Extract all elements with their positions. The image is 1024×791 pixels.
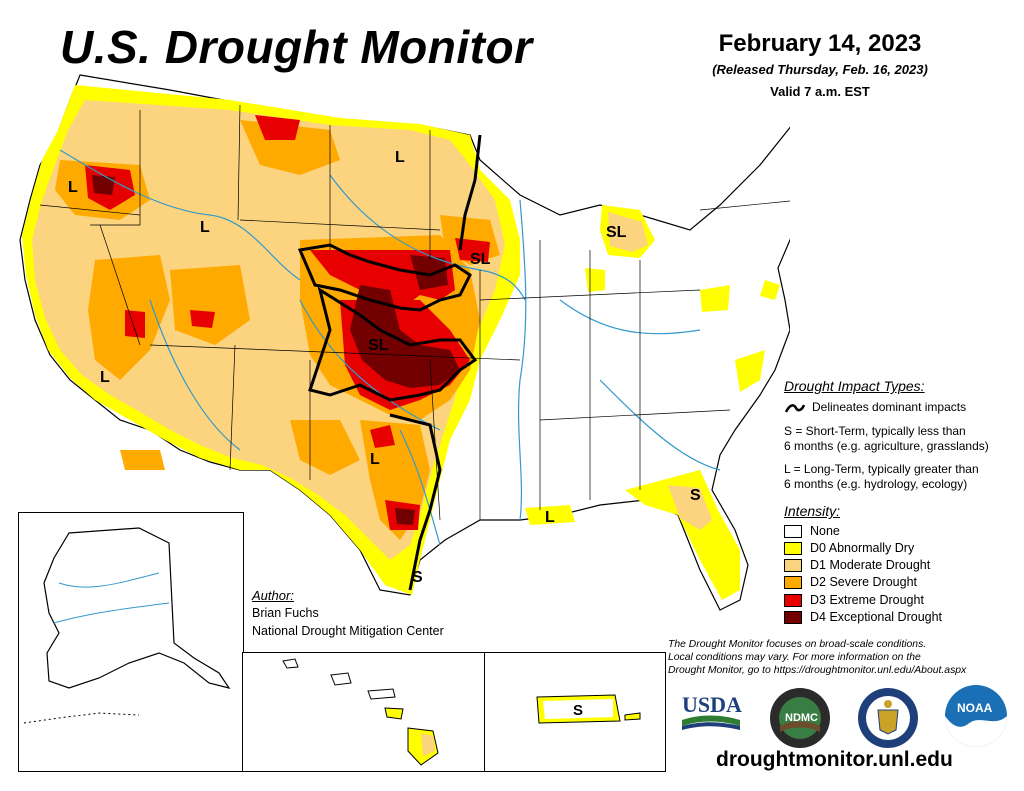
impact-line-legend: Delineates dominant impacts (784, 400, 966, 414)
author-label: Author: (252, 588, 294, 603)
legend-d1: D1 Moderate Drought (784, 558, 930, 574)
d4-areas (92, 175, 460, 525)
usda-logo-text: USDA (682, 692, 742, 717)
alaska-map (23, 527, 231, 724)
legend-swatch (784, 525, 802, 539)
impact-label-puerto-rico: S (573, 702, 583, 719)
impact-label: L (68, 179, 78, 196)
release-date: (Released Thursday, Feb. 16, 2023) (712, 62, 928, 77)
legend-d0: D0 Abnormally Dry (784, 541, 914, 557)
intensity-title: Intensity: (784, 503, 841, 519)
alaska-inset (18, 512, 244, 772)
map-title: U.S. Drought Monitor (60, 21, 533, 73)
state-boundaries (39, 104, 790, 521)
disclaimer-line2: Local conditions may vary. For more info… (668, 652, 921, 663)
legend-label: None (810, 524, 840, 538)
impact-label: L (395, 149, 405, 166)
impact-line-icon (784, 403, 806, 413)
legend-swatch (784, 559, 802, 573)
ndmc-logo: NDMC (768, 686, 832, 750)
impact-label: L (200, 219, 210, 236)
commerce-seal-logo (856, 686, 920, 750)
noaa-logo: NOAA (944, 684, 1008, 748)
legend-none: None (784, 524, 840, 540)
short-term-line2: 6 months (e.g. agriculture, grasslands) (784, 439, 989, 453)
legend-swatch (784, 611, 802, 625)
impact-label: L (100, 369, 110, 386)
short-term-note: S = Short-Term, typically less than 6 mo… (784, 424, 1014, 454)
author-name: Brian Fuchs (252, 606, 319, 620)
legend-label: D2 Severe Drought (810, 575, 918, 589)
legend-swatch (784, 594, 802, 608)
map-date: February 14, 2023 (718, 30, 922, 57)
disclaimer-line3: Drought Monitor, go to https://droughtmo… (668, 665, 967, 676)
ndmc-logo-text: NDMC (785, 712, 818, 724)
impact-label: SL (470, 251, 491, 268)
legend-label: D4 Exceptional Drought (810, 610, 943, 624)
impact-labels: L L L L L L L L S S S SL SL SL (68, 149, 701, 586)
impact-line-label: Delineates dominant impacts (812, 400, 967, 414)
impact-label: L (545, 509, 555, 526)
impact-label: S (412, 569, 423, 586)
impact-label: S (690, 487, 701, 504)
legend-label: D0 Abnormally Dry (810, 541, 915, 555)
valid-time: Valid 7 a.m. EST (770, 84, 870, 99)
long-term-line1: L = Long-Term, typically greater than (784, 462, 979, 476)
website-link[interactable]: droughtmonitor.unl.edu (716, 748, 953, 771)
impact-label: SL (606, 224, 627, 241)
short-term-line1: S = Short-Term, typically less than (784, 424, 966, 438)
legend-d2: D2 Severe Drought (784, 575, 917, 591)
legend-d4: D4 Exceptional Drought (784, 610, 942, 626)
legend-swatch (784, 576, 802, 590)
hawaii-inset (242, 652, 486, 772)
impact-label: L (370, 451, 380, 468)
impact-label: SL (368, 337, 389, 354)
noaa-logo-text: NOAA (957, 701, 993, 715)
usda-logo: USDA (680, 690, 742, 734)
long-term-note: L = Long-Term, typically greater than 6 … (784, 462, 1014, 492)
legend-d3: D3 Extreme Drought (784, 593, 924, 609)
legend-label: D3 Extreme Drought (810, 593, 924, 607)
puerto-rico-map: S (536, 694, 641, 724)
puerto-rico-inset: S (484, 652, 666, 772)
legend-swatch (784, 542, 802, 556)
author-organization: National Drought Mitigation Center (252, 624, 444, 638)
hawaii-map (282, 658, 439, 766)
long-term-line2: 6 months (e.g. hydrology, ecology) (784, 477, 968, 491)
conus-drought-map: L L L L L L L L S S S SL SL SL (19, 74, 790, 611)
disclaimer-line1: The Drought Monitor focuses on broad-sca… (668, 639, 927, 650)
legend-label: D1 Moderate Drought (810, 558, 931, 572)
impact-types-title: Drought Impact Types: (784, 378, 925, 394)
disclaimer: The Drought Monitor focuses on broad-sca… (668, 638, 1020, 677)
impact-boundaries (297, 134, 482, 591)
